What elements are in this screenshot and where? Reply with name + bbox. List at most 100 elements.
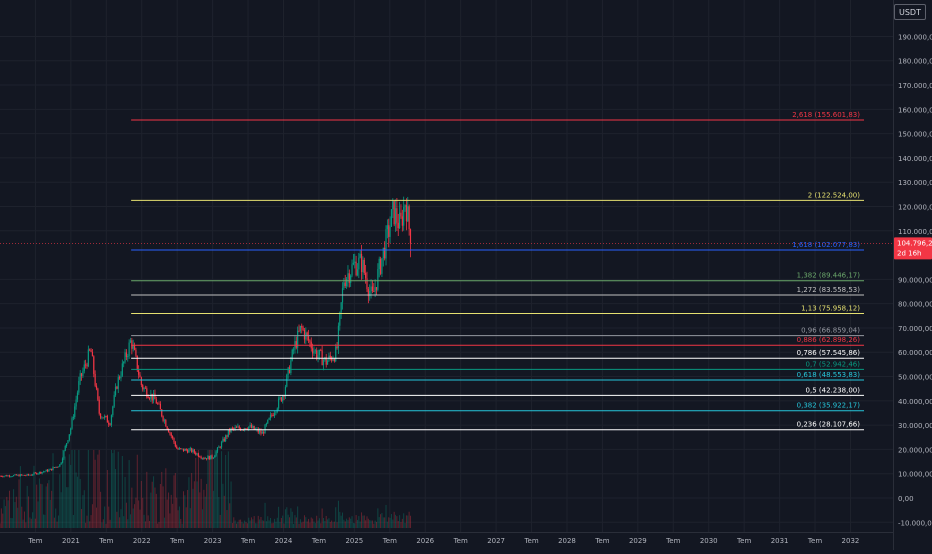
volume-bar [170,494,172,528]
volume-bar [128,460,130,528]
candle-body [181,448,183,450]
x-tick-label: 2025 [345,537,363,545]
candle-body [207,456,209,460]
volume-bar [211,450,213,528]
candle-body [356,269,359,276]
volume-bar [155,493,157,528]
candle-body [114,386,117,396]
y-tick-label: 190.000,00 [898,33,932,41]
candle-body [259,430,261,433]
candle-body [86,364,88,367]
candle-body [337,325,340,349]
volume-bar [37,501,39,528]
candle-body [165,420,167,427]
candle-body [313,351,315,354]
volume-bar [113,450,115,528]
currency-button[interactable]: USDT [894,4,926,20]
volume-bar [321,508,323,528]
candle-body [233,428,235,429]
candle-body [370,286,372,292]
volume-bar [29,517,31,528]
volume-bar [408,511,410,528]
candle-body [359,253,361,258]
candle-body [204,458,206,460]
candle-body [378,258,380,270]
candle-body [223,438,225,442]
candle-body [128,342,130,356]
fib-level-label: 0,5 (42.238,00) [806,386,861,394]
volume-bar [151,481,153,528]
fib-level-label: 1,618 (102.077,83) [792,241,860,249]
y-tick-label: 120.000,00 [898,203,932,211]
candle-body [87,349,89,367]
candle-body [252,425,254,429]
volume-bar [120,509,122,528]
volume-bar [241,521,243,528]
volume-bar [206,483,208,528]
candle-body [23,474,26,476]
candle-body [298,330,300,332]
y-tick-label: 160.000,00 [898,106,932,114]
volume-bar [146,471,148,528]
y-tick-label: 40.000,00 [898,398,932,406]
candle-body [182,448,185,451]
fib-level-label: 0,382 (35.922,17) [797,402,861,410]
volume-bar [169,513,171,528]
volume-bar [274,518,276,528]
volume-bar [197,450,199,528]
candle-body [116,386,118,389]
volume-bar [245,522,247,528]
candle-body [205,458,208,460]
volume-bar [176,497,178,528]
x-tick-label: 2024 [275,537,293,545]
volume-bar [127,519,129,528]
candle-body [94,373,96,386]
volume-bar [96,507,98,528]
candle-body [335,346,337,362]
volume-bar [75,472,77,528]
candle-body [186,450,189,453]
candle-body [166,426,168,430]
candle-body [219,446,221,448]
volume-bar [47,483,49,528]
volume-bar [100,491,102,528]
candle-body [384,247,386,259]
volume-bar [271,523,273,528]
volume-bar [318,518,320,528]
volume-bar [30,518,32,528]
candle-body [36,472,38,475]
volume-bar [310,517,312,528]
x-tick-label: 2030 [700,537,718,545]
volume-bar [335,507,337,528]
candle-body [132,345,134,349]
candle-body [139,374,141,378]
volume-bar [123,516,125,528]
candle-body [345,278,348,287]
volume-bar [399,515,401,528]
candle-body [375,287,378,290]
volume-bar [117,451,119,528]
volume-bar [23,511,25,528]
volume-bar [0,508,2,528]
candle-body [196,453,198,455]
volume-bar [221,451,223,528]
candle-body [200,457,202,459]
volume-bar [119,517,121,528]
x-tick-label: Tem [382,537,397,545]
volume-bar [231,523,233,528]
candle-body [291,349,293,361]
volume-bar [230,481,232,528]
candle-body [21,474,23,476]
candle-body [169,432,171,434]
candle-body [184,448,186,451]
fib-level-label: 0,786 (57.545,86) [797,349,861,357]
candle-body [41,472,43,474]
candle-body [316,350,318,359]
candle-body [191,448,193,453]
volume-bar [131,487,133,528]
volume-bar [188,477,190,528]
volume-bar [269,517,271,528]
candle-body [271,414,273,416]
